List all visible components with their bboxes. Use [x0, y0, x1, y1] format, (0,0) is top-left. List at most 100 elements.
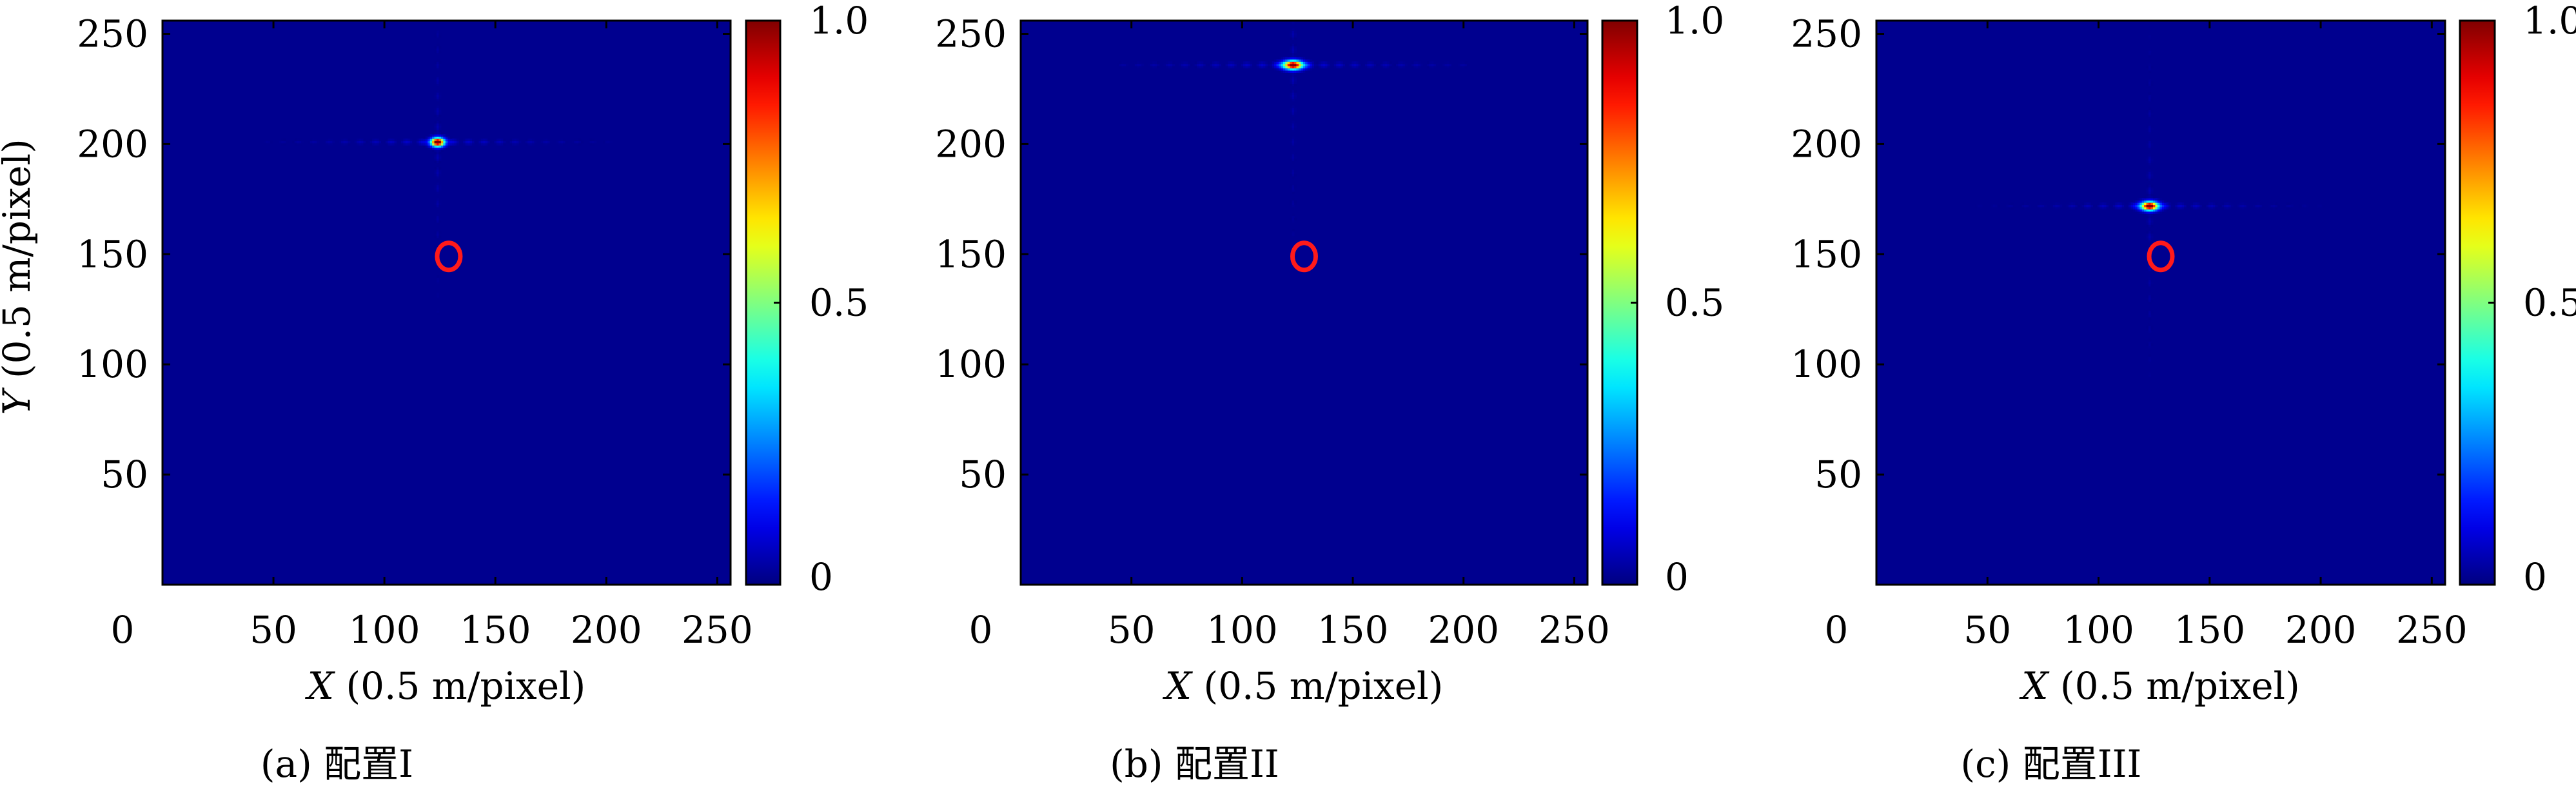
heat-cell	[332, 141, 335, 144]
heat-cell	[2270, 206, 2274, 210]
heat-cell	[545, 138, 548, 141]
heat-cell	[1342, 61, 1346, 64]
heat-cell	[437, 153, 440, 157]
heat-cell	[2195, 202, 2198, 205]
heat-cell	[1378, 63, 1381, 66]
heat-cell	[2135, 209, 2138, 212]
heat-cell	[2208, 202, 2212, 205]
heat-cell	[417, 141, 420, 144]
heat-cell	[1188, 63, 1191, 66]
heat-cell	[345, 141, 348, 144]
heat-cell	[2148, 297, 2152, 300]
heat-cell	[414, 141, 417, 144]
heat-cell	[1250, 63, 1253, 66]
y-tick-label: 250	[1791, 12, 1862, 56]
heat-cell	[2037, 204, 2040, 208]
plot-frame	[1019, 19, 1589, 586]
heat-cell	[449, 138, 453, 141]
heat-cell	[405, 138, 408, 141]
heat-cell	[1292, 141, 1295, 144]
heat-cell	[2141, 209, 2145, 212]
heat-cell	[2159, 198, 2163, 201]
heat-cell	[2148, 83, 2152, 86]
heat-cell	[385, 138, 388, 141]
heat-cell	[2146, 173, 2149, 177]
heat-cell	[1292, 151, 1295, 155]
heat-cell	[2141, 202, 2145, 205]
heat-cell	[1272, 63, 1275, 66]
heat-cell	[438, 142, 442, 146]
heat-cell	[1372, 63, 1375, 66]
heat-cell	[2152, 204, 2156, 208]
heat-cell	[2239, 202, 2243, 205]
colorbar-tick-label: 0	[2523, 555, 2547, 599]
heat-cell	[1400, 61, 1403, 64]
heat-cell	[2150, 295, 2154, 298]
heat-cell	[2219, 204, 2223, 208]
heat-cell	[1201, 63, 1204, 66]
heat-cell	[437, 222, 440, 225]
heat-cell	[437, 79, 440, 82]
heat-cell	[2148, 32, 2152, 35]
heat-cell	[2095, 204, 2098, 208]
heat-cell	[2195, 206, 2198, 210]
heat-cell	[438, 141, 442, 144]
heat-cell	[1298, 68, 1301, 71]
heat-cell	[1294, 90, 1297, 93]
heat-cell	[1170, 63, 1173, 66]
heat-cell	[310, 142, 313, 146]
heat-cell	[1216, 61, 1219, 64]
heat-cell	[2190, 204, 2194, 208]
heat-cell	[2084, 202, 2087, 205]
heat-cell	[1196, 66, 1199, 69]
heat-cell	[1170, 61, 1173, 64]
heat-cell	[480, 141, 484, 144]
heat-cell	[443, 136, 446, 139]
heat-cell	[503, 141, 506, 144]
heat-cell	[2166, 206, 2169, 210]
heat-cell	[2148, 112, 2152, 115]
heat-cell	[474, 141, 477, 144]
heat-cell	[437, 149, 440, 152]
heat-cell	[1225, 63, 1228, 66]
heat-cell	[2090, 206, 2094, 210]
heat-cell	[2121, 206, 2125, 210]
heat-cell	[389, 141, 393, 144]
heat-cell	[1384, 66, 1388, 69]
heat-cell	[1341, 61, 1344, 64]
heat-cell	[437, 213, 440, 217]
heat-cell	[2199, 206, 2203, 210]
heat-cell	[2146, 200, 2149, 203]
heat-cell	[380, 141, 384, 144]
heat-cell	[2148, 374, 2152, 377]
heat-cell	[434, 112, 437, 115]
heat-cell	[2197, 202, 2200, 205]
heat-cell	[2184, 204, 2187, 208]
panel-caption: (a) 配置I	[261, 742, 413, 786]
heat-cell	[2148, 63, 2152, 66]
heat-cell	[1290, 66, 1293, 69]
heat-cell	[1141, 63, 1145, 66]
heat-cell	[2272, 204, 2276, 208]
heat-cell	[512, 142, 515, 146]
heat-cell	[437, 81, 440, 84]
heat-cell	[2150, 299, 2154, 302]
heat-cell	[2275, 206, 2278, 210]
heat-cell	[294, 142, 297, 146]
heat-cell	[1364, 63, 1368, 66]
heat-cell	[2081, 202, 2085, 205]
heat-cell	[1975, 204, 1978, 208]
heat-cell	[2155, 206, 2158, 210]
heat-cell	[2252, 204, 2256, 208]
y-tick-label: 200	[935, 122, 1007, 166]
heat-cell	[1294, 66, 1297, 69]
heat-cell	[438, 63, 442, 66]
heat-cell	[434, 110, 437, 113]
heat-cell	[363, 141, 366, 144]
heat-cell	[2148, 122, 2152, 126]
heat-cell	[2011, 204, 2014, 208]
heat-cell	[2150, 114, 2154, 117]
heat-cell	[434, 217, 437, 220]
heat-cell	[2148, 145, 2152, 148]
heat-cell	[1267, 66, 1270, 69]
